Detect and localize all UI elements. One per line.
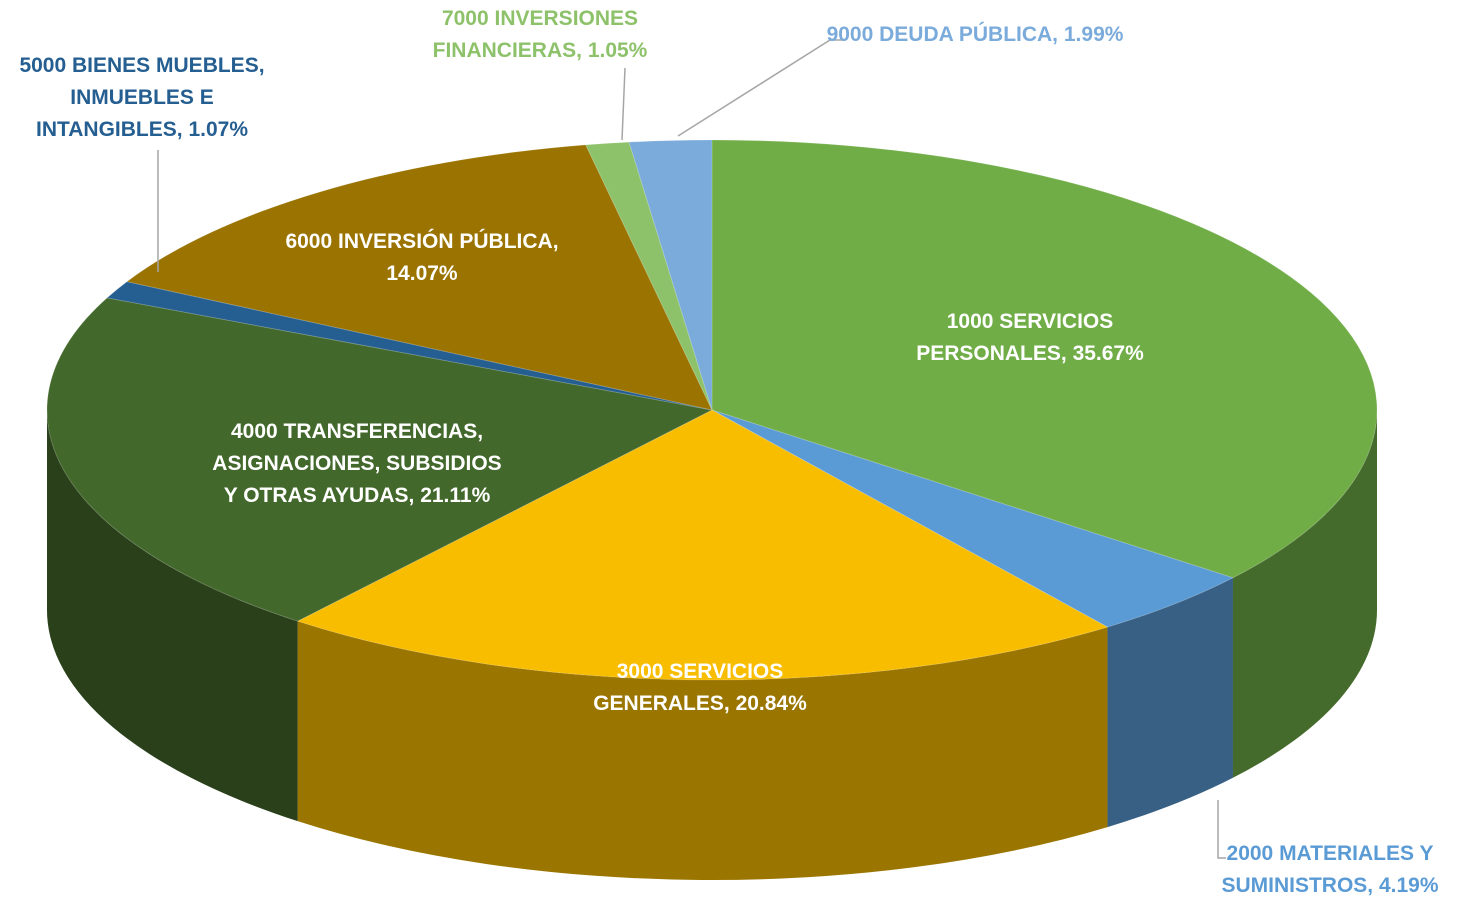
- category-label: 1000 SERVICIOS PERSONALES,: [916, 310, 1114, 365]
- value-label: 21.11%: [420, 484, 491, 507]
- data-label: 4000 TRANSFERENCIAS, ASIGNACIONES, SUBSI…: [212, 416, 502, 512]
- slice: [711, 139, 1378, 579]
- category-label: 7000 INVERSIONES FINANCIERAS,: [432, 7, 639, 62]
- slice-side: [1107, 577, 1233, 828]
- category-label: 4000 TRANSFERENCIAS, ASIGNACIONES, SUBSI…: [212, 420, 502, 507]
- value-label: 1.05%: [587, 39, 648, 62]
- data-label: 9000 DEUDA PÚBLICA, 1.99%: [825, 19, 1125, 51]
- slice: [125, 144, 713, 411]
- value-label: 1.99%: [1063, 23, 1124, 46]
- slice: [584, 141, 713, 411]
- slice: [296, 409, 1109, 681]
- slice: [628, 139, 713, 411]
- category-label: 3000 SERVICIOS GENERALES,: [593, 660, 784, 715]
- slice-side: [1232, 410, 1377, 778]
- category-label: 9000 DEUDA PÚBLICA,: [826, 23, 1059, 46]
- category-label: 2000 MATERIALES Y SUMINISTROS,: [1221, 842, 1434, 897]
- data-label: 6000 INVERSIÓN PÚBLICA, 14.07%: [252, 226, 592, 290]
- value-label: 14.07%: [386, 262, 458, 285]
- value-label: 20.84%: [735, 692, 807, 715]
- data-label: 1000 SERVICIOS PERSONALES, 35.67%: [880, 306, 1180, 370]
- slice-side: [297, 621, 1108, 880]
- value-label: 35.67%: [1072, 342, 1144, 365]
- data-label: 5000 BIENES MUEBLES, INMUEBLES E INTANGI…: [0, 50, 287, 146]
- data-label: 3000 SERVICIOS GENERALES, 20.84%: [560, 656, 840, 720]
- data-label: 2000 MATERIALES Y SUMINISTROS, 4.19%: [1200, 838, 1457, 902]
- slice-side: [47, 410, 298, 822]
- value-label: 1.07%: [188, 118, 248, 141]
- data-label: 7000 INVERSIONES FINANCIERAS, 1.05%: [400, 3, 680, 67]
- leader-line: [621, 67, 626, 141]
- slice: [46, 297, 714, 622]
- slice: [711, 409, 1235, 628]
- category-label: 5000 BIENES MUEBLES, INMUEBLES E INTANGI…: [19, 54, 265, 141]
- value-label: 4.19%: [1378, 874, 1439, 897]
- slice: [105, 281, 713, 411]
- leader-line: [1217, 800, 1226, 859]
- category-label: 6000 INVERSIÓN PÚBLICA,: [285, 230, 559, 253]
- leader-line: [677, 39, 845, 137]
